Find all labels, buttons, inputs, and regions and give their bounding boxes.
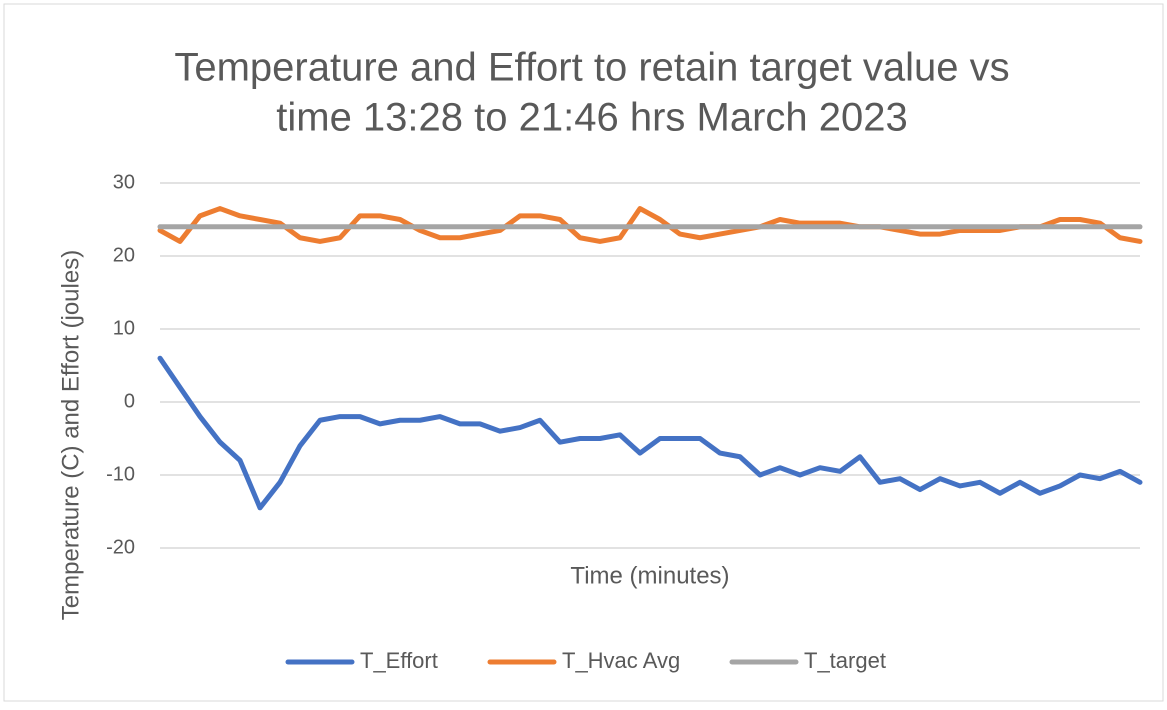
y-axis-label: Temperature (C) and Effort (joules) [57, 250, 84, 620]
chart-frame [3, 3, 1164, 702]
y-tick-label: 20 [113, 244, 135, 266]
y-tick-label: 30 [113, 171, 135, 193]
series-line [157, 206, 1143, 244]
series-line [157, 355, 1143, 511]
chart-title: time 13:28 to 21:46 hrs March 2023 [276, 96, 907, 140]
legend-label: T_Effort [360, 648, 438, 673]
legend-label: T_Hvac Avg [562, 648, 680, 673]
chart-title: Temperature and Effort to retain target … [174, 46, 1009, 90]
y-tick-label: 10 [113, 317, 135, 339]
x-axis-label: Time (minutes) [570, 562, 729, 589]
y-tick-label: -10 [106, 463, 135, 485]
y-tick-label: -20 [106, 536, 135, 558]
y-tick-label: 0 [124, 390, 135, 412]
legend-label: T_target [804, 648, 886, 673]
